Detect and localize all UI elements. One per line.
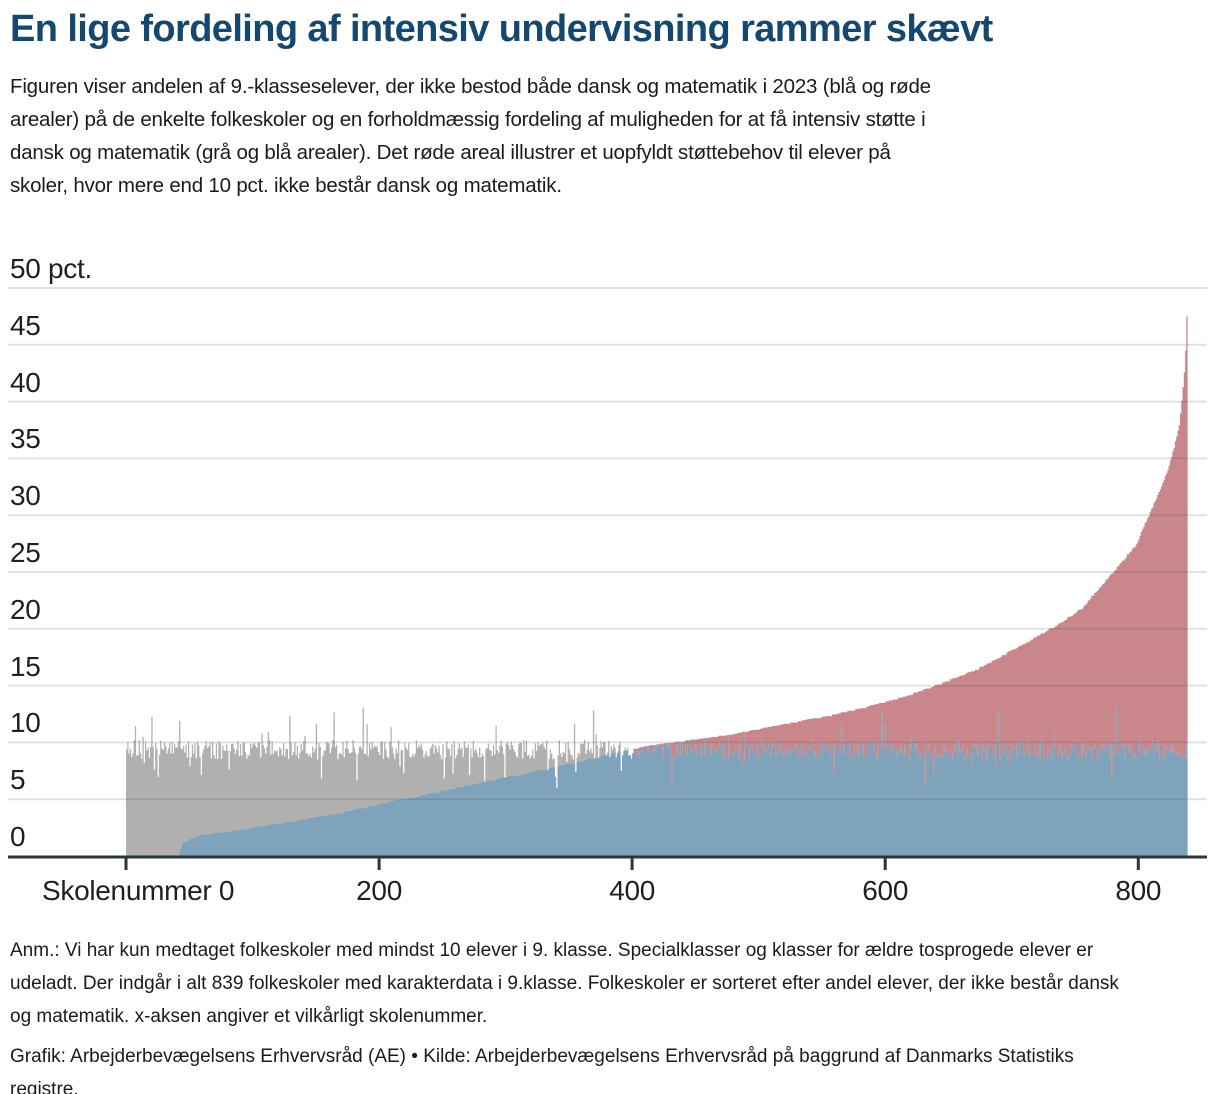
y-tick-label: 50 pct. xyxy=(10,253,92,284)
footnote-source-line: Grafik: Arbejderbevægelsens Erhvervsråd … xyxy=(10,1046,1074,1067)
y-tick-label: 40 xyxy=(10,366,41,398)
area-unmet-red xyxy=(634,316,1188,788)
subtitle-line: Figuren viser andelen af 9.-klasseseleve… xyxy=(10,75,931,98)
subtitle-line: arealer) på de enkelte folkeskoler og en… xyxy=(10,108,926,131)
footnote-anm-line: udeladt. Der indgår i alt 839 folkeskole… xyxy=(10,973,1119,994)
chart-title: En lige fordeling af intensiv undervisni… xyxy=(10,8,993,50)
subtitle-line: skoler, hvor mere end 10 pct. ikke bestå… xyxy=(10,174,562,197)
subtitle-line: dansk og matematik (grå og blå arealer).… xyxy=(10,141,891,164)
x-tick-label: 600 xyxy=(862,875,909,906)
y-tick-label: 20 xyxy=(10,593,41,625)
footnote-anm-line: og matematik. x-aksen angiver et vilkårl… xyxy=(10,1006,488,1027)
footnote-source: Grafik: Arbejderbevægelsens Erhvervsråd … xyxy=(10,1040,1074,1094)
footnote-anm: Anm.: Vi har kun medtaget folkeskoler me… xyxy=(10,934,1119,1033)
x-tick-label: Skolenummer 0 xyxy=(42,875,235,906)
y-tick-label: 45 xyxy=(10,309,41,341)
y-tick-label: 25 xyxy=(10,537,41,568)
y-tick-label: 35 xyxy=(10,423,41,455)
y-tick-label: 10 xyxy=(10,707,41,739)
area-failing-blue xyxy=(126,707,1188,856)
area-support-gray xyxy=(126,707,634,856)
x-tick-label: 800 xyxy=(1115,875,1162,906)
footnote-anm-line: Anm.: Vi har kun medtaget folkeskoler me… xyxy=(10,940,1094,961)
y-tick-label: 15 xyxy=(10,650,41,682)
y-tick-label: 0 xyxy=(10,821,26,852)
x-tick-label: 400 xyxy=(609,875,656,906)
y-tick-label: 5 xyxy=(10,764,26,796)
footnote-source-line: registre. xyxy=(10,1079,79,1094)
chart-subtitle: Figuren viser andelen af 9.-klasseseleve… xyxy=(10,70,931,202)
x-tick-label: 200 xyxy=(356,875,402,906)
y-tick-label: 30 xyxy=(10,480,41,512)
